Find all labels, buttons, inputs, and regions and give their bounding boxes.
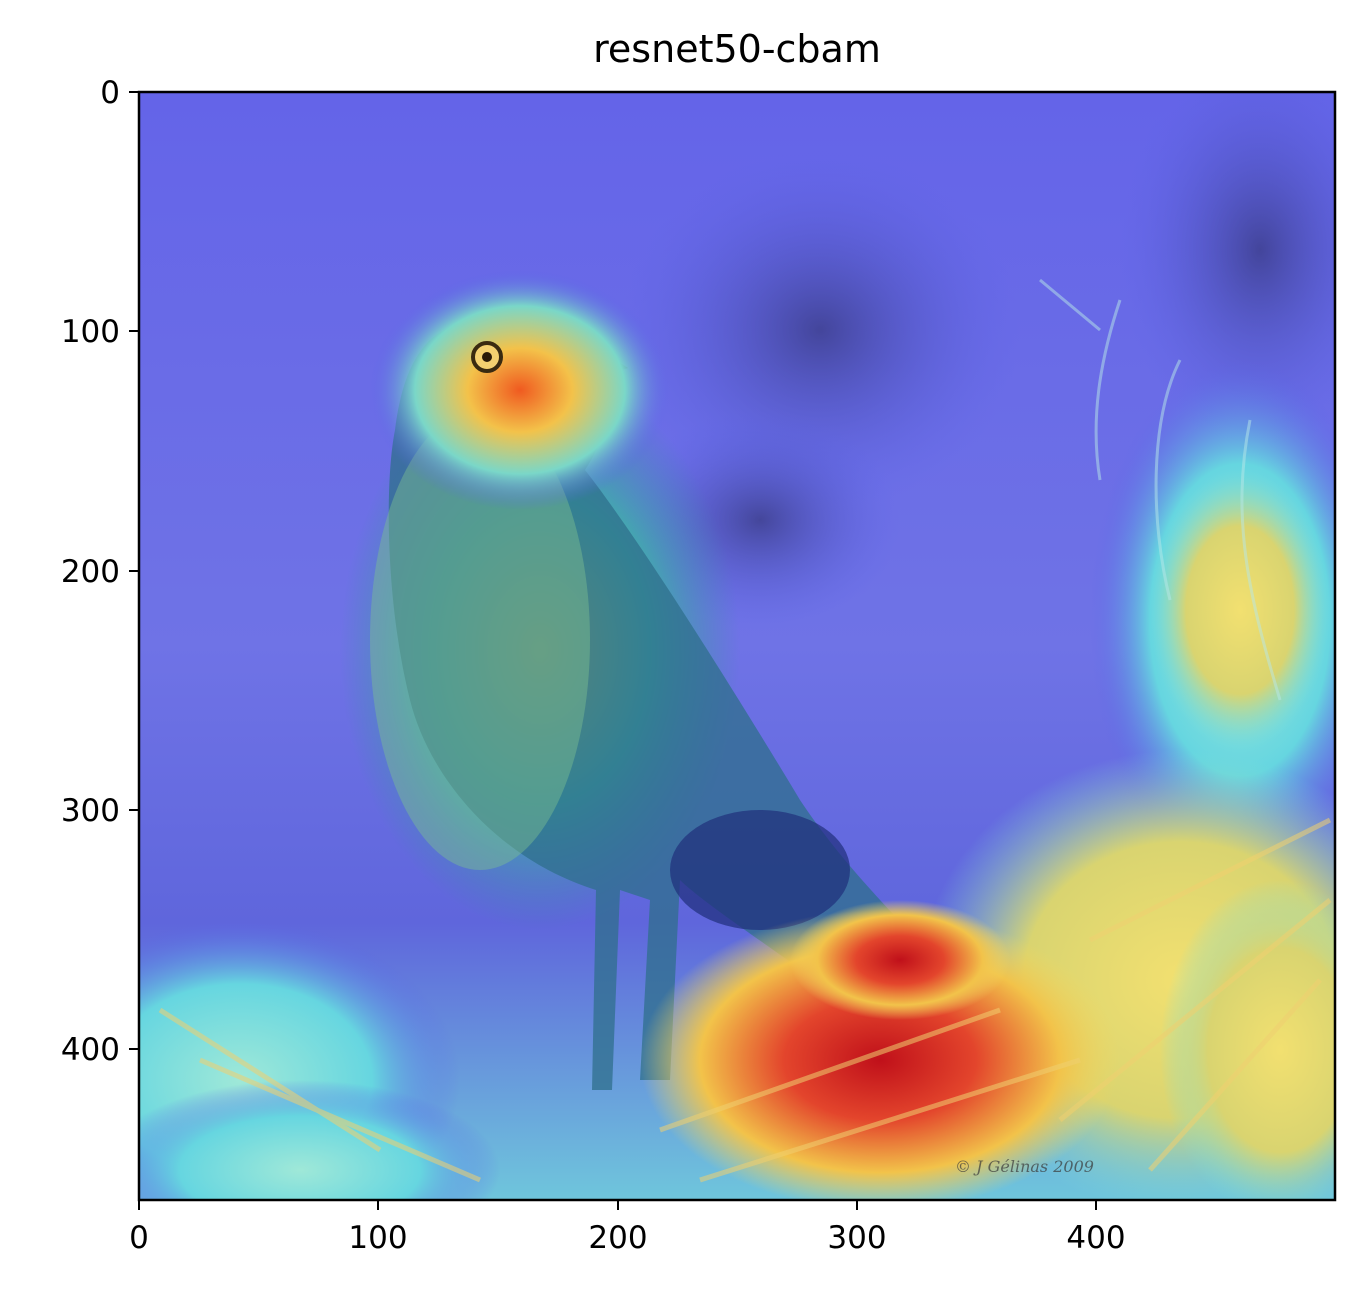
y-tick-label: 200 xyxy=(61,554,120,590)
watermark-text: © J Gélinas 2009 xyxy=(955,1157,1094,1176)
y-axis: 0 100 200 300 400 xyxy=(61,75,139,1068)
y-tick-label: 100 xyxy=(61,314,120,350)
y-tick-label: 300 xyxy=(61,793,120,829)
x-tick-label: 300 xyxy=(827,1220,886,1256)
y-tick-label: 0 xyxy=(100,75,120,111)
axes-frame xyxy=(137,90,1337,1202)
x-axis: 0 100 200 300 400 xyxy=(129,1200,1126,1256)
x-tick-label: 400 xyxy=(1066,1220,1125,1256)
x-tick-label: 200 xyxy=(588,1220,647,1256)
y-tick-label: 400 xyxy=(61,1032,120,1068)
plot-title: resnet50-cbam xyxy=(593,27,881,71)
x-tick-label: 100 xyxy=(348,1220,407,1256)
heatmap-image: © J Gélinas 2009 xyxy=(139,92,1335,1200)
x-tick-label: 0 xyxy=(129,1220,149,1256)
